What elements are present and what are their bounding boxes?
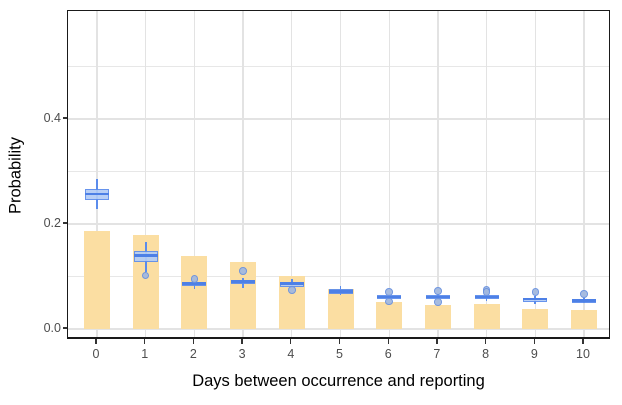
boxplot-outlier-point — [190, 275, 199, 283]
x-tick-label: 6 — [384, 347, 392, 361]
plot-panel — [67, 10, 610, 339]
boxplot-outlier-point — [385, 288, 393, 297]
x-tick-label: 10 — [576, 347, 590, 361]
boxplot-outlier-point — [482, 287, 491, 296]
boxplot-median-line — [279, 282, 304, 286]
boxplot-outlier-point — [288, 286, 296, 294]
x-tick-mark — [95, 339, 97, 344]
x-major-gridline — [583, 11, 585, 337]
bar — [181, 255, 208, 329]
x-tick-label: 4 — [287, 347, 295, 361]
bar — [84, 231, 110, 329]
boxplot-outlier-point — [434, 287, 442, 295]
bar — [376, 301, 403, 329]
major-gridline — [68, 118, 609, 120]
boxplot-outlier-point — [239, 267, 247, 276]
boxplot-median-line — [328, 289, 353, 293]
bar — [473, 303, 500, 329]
x-tick-mark — [533, 339, 535, 344]
bar — [522, 309, 549, 329]
x-tick-label: 1 — [141, 347, 149, 361]
boxplot-outlier-point — [531, 288, 540, 297]
x-tick-label: 0 — [92, 347, 100, 361]
y-tick-mark — [62, 222, 67, 224]
boxplot-median-line — [231, 279, 256, 283]
y-tick-mark — [62, 327, 67, 329]
x-tick-mark — [436, 339, 438, 344]
boxplot-median-line — [133, 254, 158, 257]
minor-gridline — [68, 276, 609, 277]
boxplot-outlier-point — [141, 271, 150, 280]
x-major-gridline — [485, 11, 488, 337]
x-tick-label: 9 — [530, 347, 538, 361]
x-major-gridline — [534, 11, 536, 337]
boxplot-outlier-point — [385, 297, 393, 306]
boxplot-median-line — [182, 282, 207, 286]
boxplot-outlier-point — [580, 290, 588, 298]
y-tick-mark — [62, 117, 67, 119]
x-tick-mark — [484, 339, 487, 344]
x-major-gridline — [242, 11, 244, 337]
x-major-gridline — [96, 11, 98, 337]
boxplot-median-line — [425, 295, 450, 299]
bar — [424, 304, 451, 329]
x-tick-label: 2 — [189, 347, 197, 361]
boxplot-outlier-point — [434, 298, 442, 307]
boxplot-median-line — [377, 295, 402, 299]
y-tick-label: 0.4 — [43, 111, 61, 125]
x-axis-title: Days between occurrence and reporting — [192, 372, 485, 390]
x-major-gridline — [291, 11, 293, 337]
baseline-gridline — [68, 328, 609, 330]
boxplot-median-line — [474, 295, 499, 299]
bar — [571, 309, 597, 329]
minor-gridline — [68, 171, 609, 172]
y-tick-label: 0.0 — [43, 321, 61, 335]
x-tick-mark — [387, 339, 389, 344]
x-tick-mark — [338, 339, 341, 344]
x-tick-mark — [144, 339, 146, 344]
x-tick-label: 3 — [238, 347, 246, 361]
boxplot-median-line — [572, 298, 596, 302]
x-major-gridline — [339, 11, 342, 337]
x-tick-mark — [582, 339, 584, 344]
x-tick-mark — [241, 339, 243, 344]
x-major-gridline — [388, 11, 390, 337]
x-tick-label: 5 — [336, 347, 343, 361]
y-tick-label: 0.2 — [43, 216, 61, 230]
x-tick-label: 7 — [433, 347, 441, 361]
x-major-gridline — [145, 11, 147, 337]
x-major-gridline — [193, 11, 196, 337]
x-tick-mark — [192, 339, 195, 344]
x-major-gridline — [437, 11, 439, 337]
x-tick-label: 8 — [482, 347, 490, 361]
major-gridline — [68, 223, 609, 225]
boxplot-median-line — [523, 297, 548, 301]
x-tick-mark — [290, 339, 292, 344]
boxplot-median-line — [85, 192, 109, 196]
minor-gridline — [68, 66, 609, 67]
